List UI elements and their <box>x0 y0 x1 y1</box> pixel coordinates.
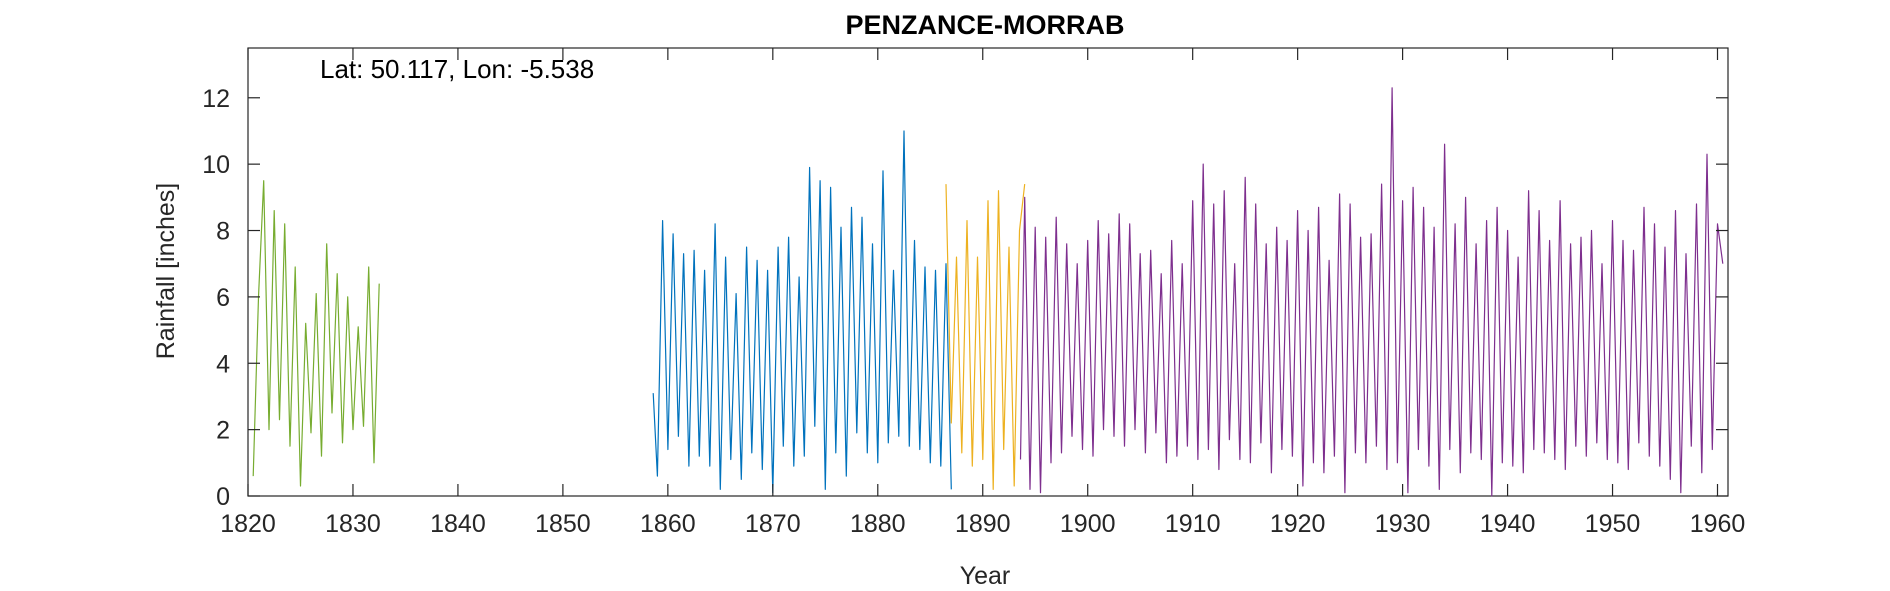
x-tick-label: 1870 <box>745 510 801 538</box>
y-tick-label: 2 <box>216 417 230 445</box>
series-line-1 <box>252 180 380 487</box>
x-tick-label: 1840 <box>430 510 486 538</box>
x-tick-label: 1910 <box>1165 510 1221 538</box>
x-tick-label: 1880 <box>850 510 906 538</box>
y-tick-label: 10 <box>202 151 230 179</box>
x-tick-label: 1820 <box>220 510 276 538</box>
chart-title: PENZANCE-MORRAB <box>846 10 1125 40</box>
y-tick-label: 4 <box>216 350 230 378</box>
y-tick-label: 6 <box>216 284 230 312</box>
y-tick-label: 12 <box>202 85 230 113</box>
plot-frame <box>247 47 1729 497</box>
x-tick-label: 1930 <box>1375 510 1431 538</box>
y-axis-ticks: 0 2 4 6 8 10 12 <box>202 85 1728 511</box>
series-line-2 <box>652 130 952 494</box>
x-tick-label: 1940 <box>1480 510 1536 538</box>
series-group <box>252 87 1724 497</box>
plot-area <box>247 47 1729 497</box>
x-tick-label: 1830 <box>325 510 381 538</box>
series-line-4 <box>1019 87 1724 497</box>
x-axis-label: Year <box>960 562 1011 590</box>
x-tick-label: 1950 <box>1585 510 1641 538</box>
y-tick-label: 0 <box>216 483 230 511</box>
x-tick-label: 1920 <box>1270 510 1326 538</box>
x-tick-label: 1850 <box>535 510 591 538</box>
x-tick-label: 1900 <box>1060 510 1116 538</box>
x-tick-label: 1860 <box>640 510 696 538</box>
x-axis-ticks: 1820 1830 1840 1850 1860 1870 1880 1890 1900 1910… <box>220 48 1745 538</box>
y-axis-label: Rainfall [inches] <box>152 183 180 359</box>
location-annotation: Lat: 50.117, Lon: -5.538 <box>320 54 594 84</box>
series-line-3 <box>945 184 1026 490</box>
x-tick-label: 1960 <box>1690 510 1746 538</box>
y-tick-label: 8 <box>216 218 230 246</box>
x-tick-label: 1890 <box>955 510 1011 538</box>
